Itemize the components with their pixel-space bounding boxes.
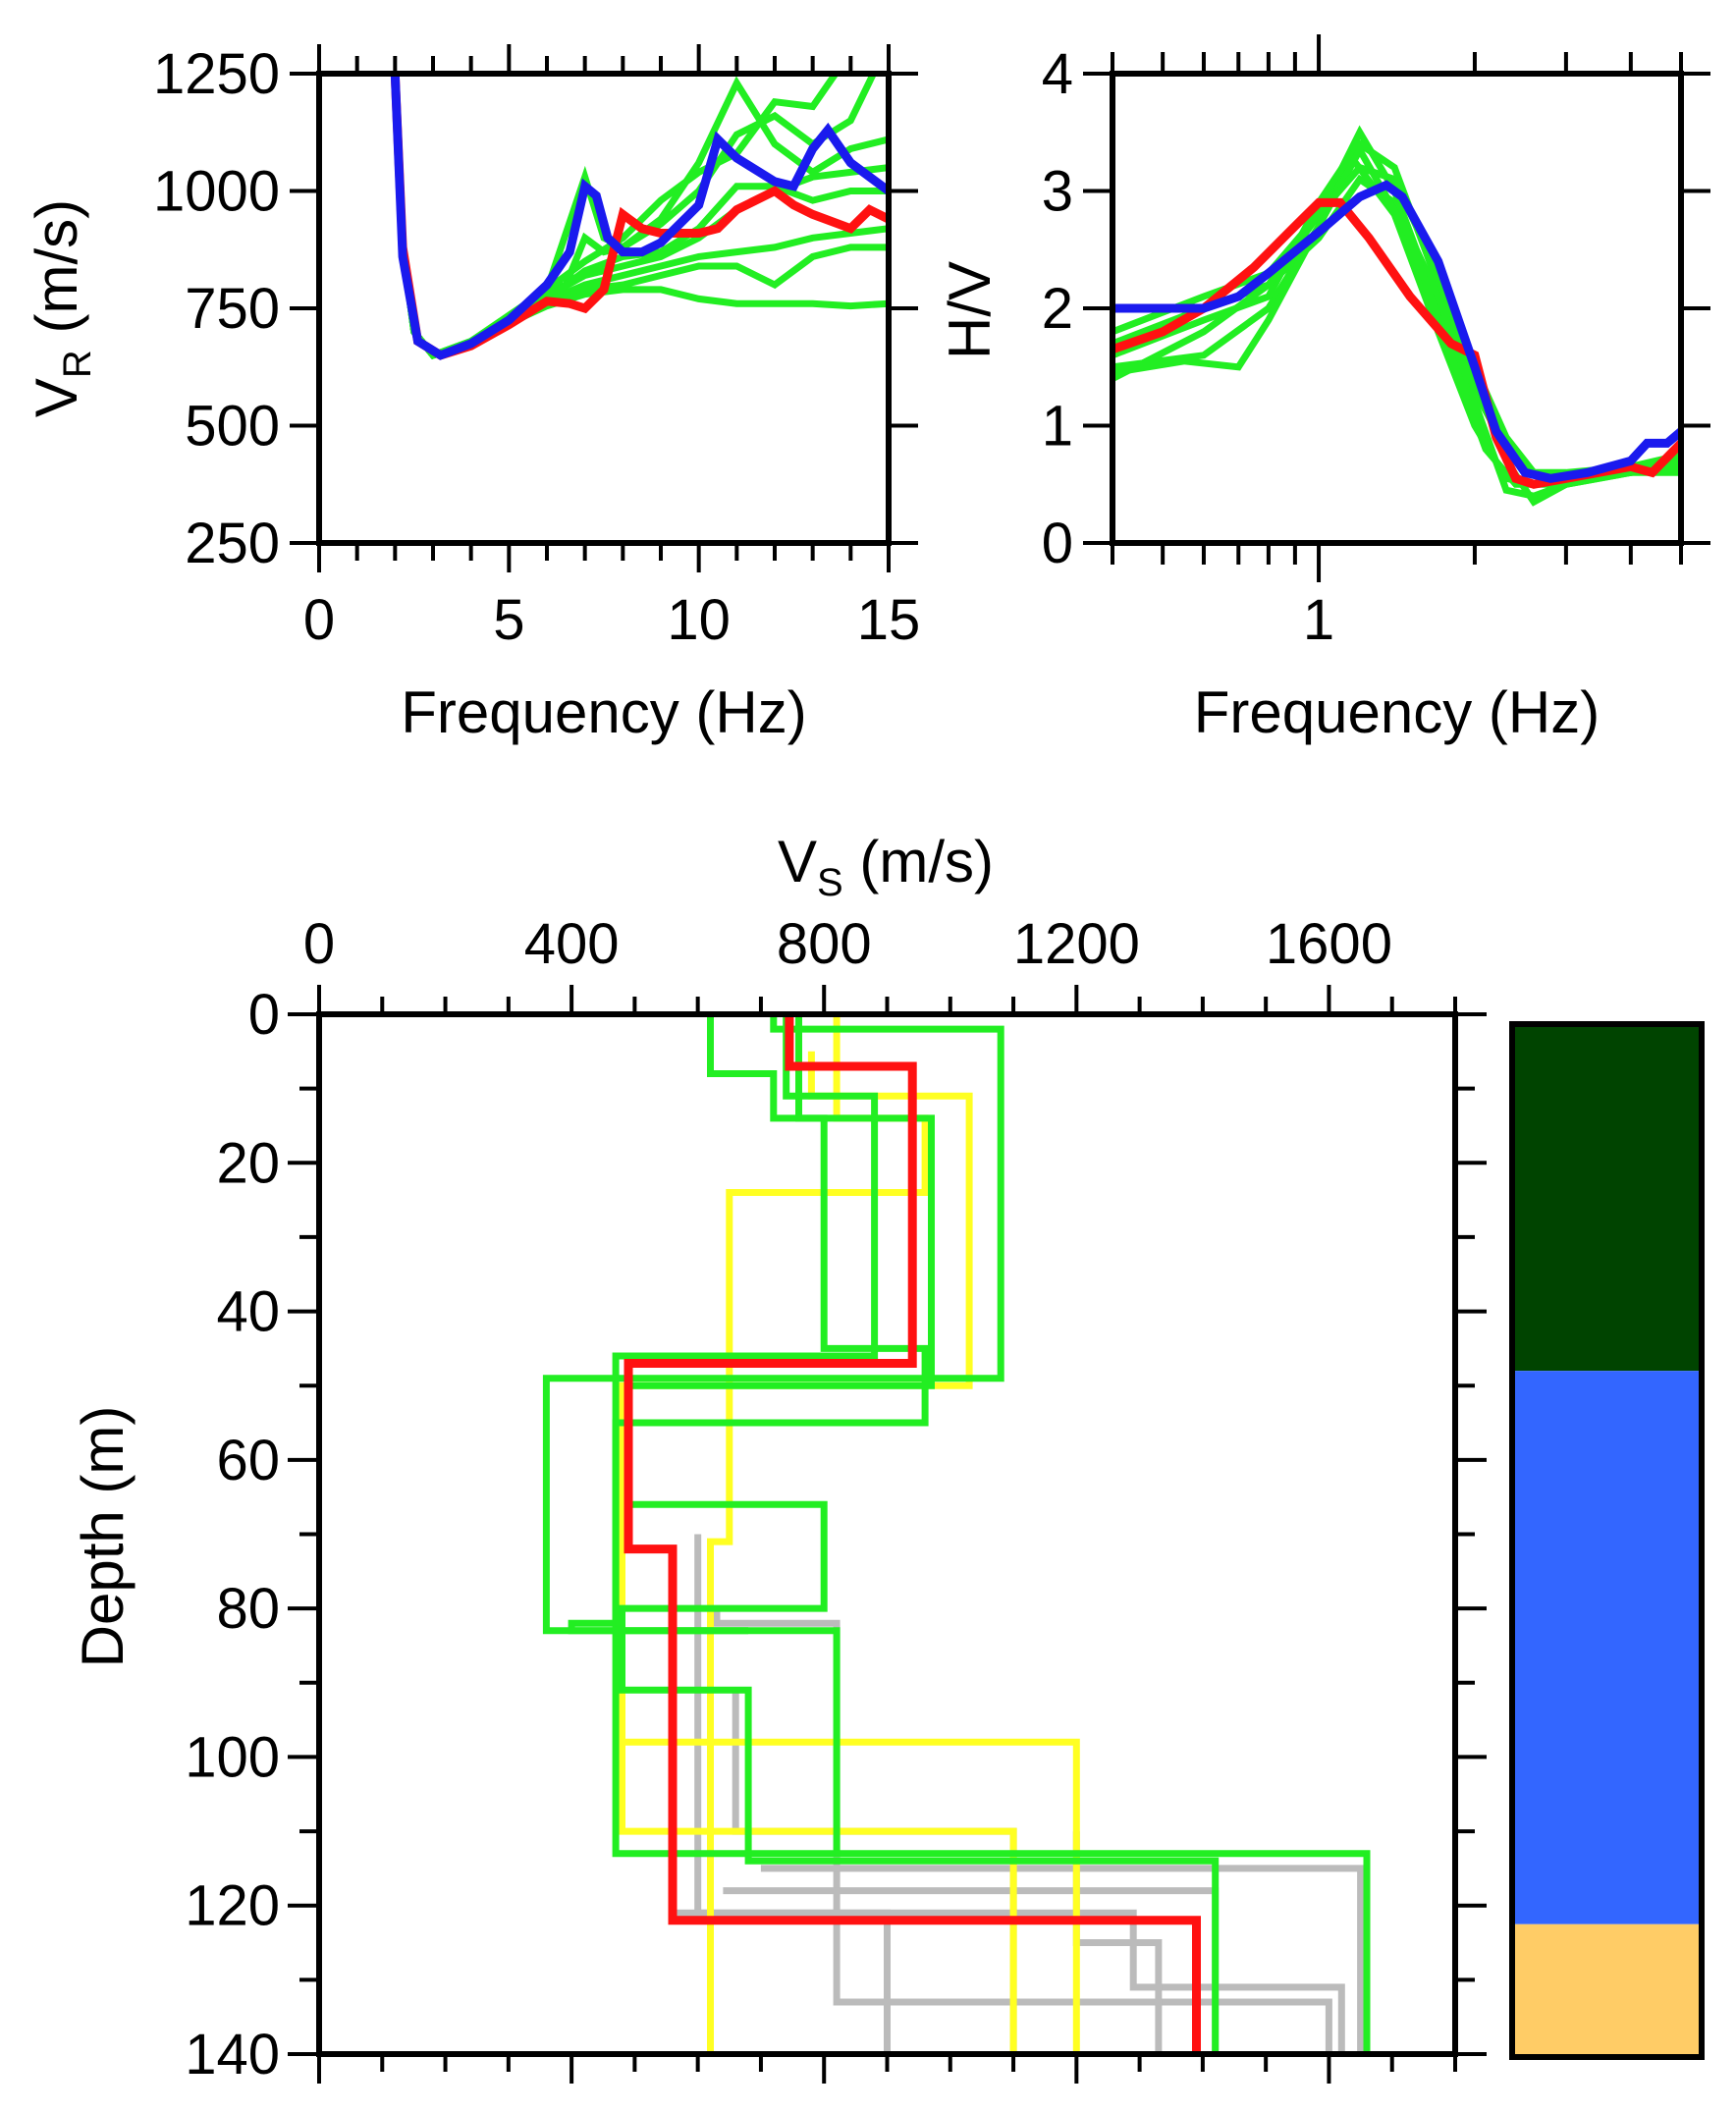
vs-x-tick-label: 400: [524, 912, 620, 976]
vr-series-observed: [390, 74, 889, 360]
vs-y-tick-label: 40: [216, 1280, 280, 1344]
vs-series-group: [542, 1014, 1371, 2054]
vr-y-axis-label: VR (m/s): [24, 199, 99, 417]
vs-x-label-unit: (m/s): [843, 829, 994, 894]
hv-y-tick-label: 4: [1042, 42, 1073, 106]
hv-ticks-group: 1 0 1 2 3 4: [1042, 34, 1710, 652]
hv-series-group: [1112, 125, 1681, 507]
lithology-layer-2: [1512, 1371, 1702, 1924]
vs-series-green-4: [619, 1014, 1220, 2054]
hv-y-tick-label: 2: [1042, 277, 1073, 341]
vs-x-tick-label: 0: [303, 912, 335, 976]
vr-y-label-main: V: [24, 378, 89, 417]
vs-x-tick-label: 1600: [1266, 912, 1392, 976]
vs-series-gray-6: [673, 1909, 1345, 2054]
vr-dispersion-panel: 0 5 10 15 250 500 750 1000 1250 Frequency (Hz) V…: [24, 42, 920, 745]
vs-series-gray-5: [760, 1865, 1365, 2054]
vs-series-green-2: [542, 1014, 1004, 1635]
vs-y-tick-label: 140: [185, 2023, 280, 2086]
vr-y-tick-label: 250: [185, 512, 280, 575]
vs-y-tick-label: 120: [185, 1874, 280, 1938]
hv-plot-frame: [1110, 71, 1684, 546]
vr-x-axis-label: Frequency (Hz): [401, 679, 806, 745]
vs-profile-panel: 0 400 800 1200 1600 0 20 40 60 80 100 120 140 VS (m/…: [70, 829, 1487, 2086]
vr-y-tick-label: 500: [185, 395, 280, 459]
vs-series-gray-1: [694, 1534, 891, 2054]
vr-y-label-subscript: R: [56, 350, 99, 378]
hv-y-tick-label: 1: [1042, 395, 1073, 459]
hv-x-tick-label: 1: [1303, 588, 1334, 652]
vs-plot-frame: [316, 1011, 1458, 2057]
vr-y-label-unit: (m/s): [24, 199, 89, 350]
vs-x-tick-label: 800: [777, 912, 872, 976]
vs-y-tick-label: 60: [216, 1429, 280, 1492]
lithology-column: [1509, 1021, 1705, 2060]
hv-ratio-panel: 1 0 1 2 3 4 Frequency (Hz) H/V: [937, 34, 1710, 745]
vs-x-label-main: V: [778, 829, 817, 894]
vs-series-yellow-1: [707, 1014, 929, 2054]
vr-series-group: [390, 74, 889, 360]
vs-y-tick-label: 80: [216, 1577, 280, 1641]
vr-x-tick-label: 10: [667, 588, 731, 652]
vr-plot-frame: [316, 71, 892, 546]
vs-ticks-group: 0 400 800 1200 1600 0 20 40 60 80 100 120 140: [185, 912, 1487, 2086]
hv-series-best-fit: [1112, 197, 1681, 489]
vr-series-model-1: [391, 74, 877, 359]
vs-series-gray-7: [1072, 1831, 1163, 2054]
vs-x-label-subscript: S: [817, 861, 843, 904]
vs-series-best-fit: [624, 1014, 1201, 2054]
hv-series-observed: [1112, 180, 1681, 483]
vs-y-tick-label: 100: [185, 1725, 280, 1789]
vr-ticks-group: 0 5 10 15 250 500 750 1000 1250: [153, 42, 920, 652]
vs-y-axis-label: Depth (m): [70, 1406, 136, 1668]
vr-x-tick-label: 0: [303, 588, 335, 652]
hv-x-axis-label: Frequency (Hz): [1194, 679, 1600, 745]
vs-y-tick-label: 20: [216, 1131, 280, 1195]
vs-series-yellow-2: [619, 1051, 1080, 2054]
hv-y-tick-label: 3: [1042, 160, 1073, 224]
hv-y-axis-label: H/V: [937, 261, 1003, 359]
vr-y-tick-label: 750: [185, 277, 280, 341]
hv-series-model-5: [1112, 142, 1681, 488]
vr-x-tick-label: 15: [857, 588, 921, 652]
vs-series-yellow-3: [619, 1742, 1017, 2054]
vr-y-tick-label: 1000: [153, 160, 280, 224]
hv-y-tick-label: 0: [1042, 512, 1073, 575]
lithology-layer-3: [1512, 1923, 1702, 2057]
vs-x-tick-label: 1200: [1013, 912, 1140, 976]
lithology-frame: [1509, 1021, 1705, 2060]
vs-y-tick-label: 0: [248, 983, 280, 1047]
vs-x-axis-label: VS (m/s): [778, 829, 994, 904]
lithology-layer-1: [1512, 1024, 1702, 1372]
vr-y-tick-label: 1250: [153, 42, 280, 106]
vr-x-tick-label: 5: [493, 588, 524, 652]
